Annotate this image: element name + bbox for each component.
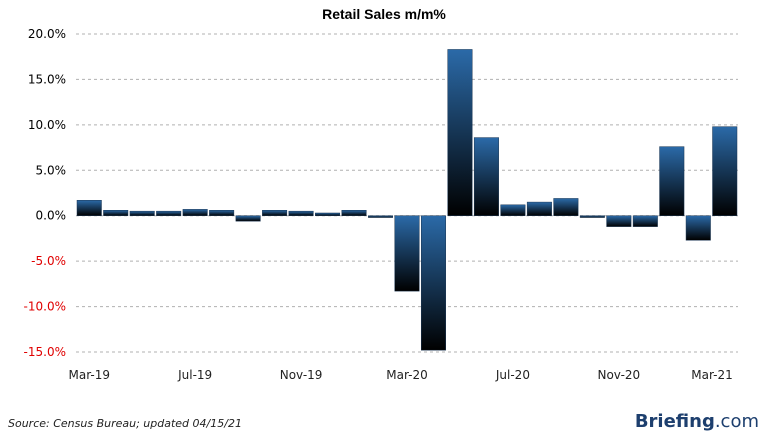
bar-Jan-20 xyxy=(341,210,367,216)
bar-Feb-21 xyxy=(685,215,711,241)
bar-Jun-19 xyxy=(156,210,182,216)
y-tick-label: -10.0% xyxy=(24,300,66,314)
bar-Dec-20 xyxy=(632,215,658,227)
bar-Oct-20 xyxy=(579,215,605,218)
y-tick-label: 0.0% xyxy=(36,209,67,223)
y-tick-label: 15.0% xyxy=(28,72,66,86)
brand-name: Briefing xyxy=(635,411,715,432)
y-tick-label: 5.0% xyxy=(36,163,67,177)
bar-Feb-20 xyxy=(368,215,394,218)
bar-Aug-19 xyxy=(209,210,235,216)
bar-Mar-21 xyxy=(712,126,738,216)
x-tick-label: Mar-21 xyxy=(691,368,732,382)
bar-May-19 xyxy=(129,210,155,216)
x-tick-label: Mar-20 xyxy=(386,368,427,382)
y-axis-ticks: 20.0% 15.0% 10.0% 5.0% 0.0% -5.0% -10.0% -15.0% xyxy=(24,27,66,359)
y-tick-label: -15.0% xyxy=(24,345,66,359)
bar-Nov-20 xyxy=(606,215,632,227)
grid-lines xyxy=(76,33,738,353)
bar-Jul-19 xyxy=(182,209,208,216)
svg-text:Briefing.com: Briefing.com xyxy=(635,411,759,432)
x-tick-label: Jul-20 xyxy=(495,368,530,382)
bar-Dec-19 xyxy=(315,212,341,216)
x-tick-label: Jul-19 xyxy=(177,368,212,382)
briefing-logo: Briefing.com xyxy=(635,411,759,432)
x-tick-label: Nov-19 xyxy=(280,368,323,382)
bar-Jul-20 xyxy=(500,204,526,216)
bar-May-20 xyxy=(447,49,473,216)
y-tick-label: -5.0% xyxy=(31,254,66,268)
x-tick-label: Nov-20 xyxy=(597,368,640,382)
bar-Aug-20 xyxy=(526,201,552,216)
bars xyxy=(76,49,738,351)
y-tick-label: 20.0% xyxy=(28,27,66,41)
chart-title: Retail Sales m/m% xyxy=(322,6,446,22)
bar-Jun-20 xyxy=(473,137,499,216)
bar-Apr-20 xyxy=(420,215,446,351)
y-tick-label: 10.0% xyxy=(28,118,66,132)
bar-Sep-19 xyxy=(235,215,261,222)
bar-Mar-19 xyxy=(76,200,102,216)
bar-Apr-19 xyxy=(103,210,129,216)
x-tick-label: Mar-19 xyxy=(68,368,109,382)
brand-domain: .com xyxy=(715,411,759,432)
bar-Oct-19 xyxy=(262,210,288,216)
x-axis-ticks: Mar-19 Jul-19 Nov-19 Mar-20 Jul-20 Nov-20 Mar-… xyxy=(68,368,732,382)
source-note: Source: Census Bureau; updated 04/15/21 xyxy=(8,417,242,430)
bar-Nov-19 xyxy=(288,210,314,216)
bar-Jan-21 xyxy=(659,146,685,216)
bar-Mar-20 xyxy=(394,215,420,292)
bar-Sep-20 xyxy=(553,198,579,216)
